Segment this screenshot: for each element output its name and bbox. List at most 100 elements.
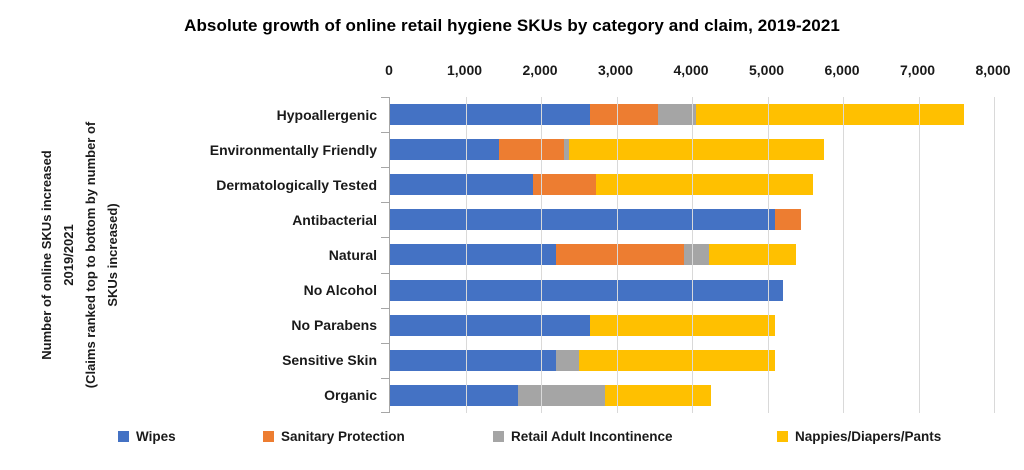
category-label-antibacterial: Antibacterial	[292, 211, 377, 228]
y-axis-tick-mark	[381, 132, 389, 134]
bar-segment-nappies-diapers-pants	[569, 139, 825, 161]
bar-segment-wipes	[390, 174, 534, 196]
x-axis-tick-label: 7,000	[899, 62, 936, 78]
bar-segment-wipes	[390, 349, 557, 371]
x-axis-tick-label: 4,000	[673, 62, 709, 78]
y-axis-tick-mark	[381, 307, 389, 309]
legend-item-sanitary-protection: Sanitary Protection	[263, 429, 405, 444]
legend-item-retail-adult-incontinence: Retail Adult Incontinence	[493, 429, 673, 444]
category-label-natural: Natural	[328, 246, 377, 263]
bar-segment-wipes	[390, 209, 776, 231]
x-axis-tick-label: 1,000	[446, 62, 483, 78]
legend-label: Sanitary Protection	[281, 429, 405, 444]
y-axis-tick-mark	[381, 377, 389, 379]
bar-segment-nappies-diapers-pants	[595, 174, 813, 196]
x-axis: 0 1,000 2,000 3,000 4,000 5,000 6,000 7,000 8,00…	[385, 62, 1010, 80]
stacked-bar-dermatologically-tested	[390, 174, 994, 196]
y-axis-tick-marks	[381, 97, 389, 413]
bar-segment-nappies-diapers-pants	[605, 384, 711, 406]
chart-title: Absolute growth of online retail hygiene…	[184, 16, 840, 35]
gridline	[541, 97, 542, 413]
legend-marker-icon	[493, 431, 504, 442]
stacked-bar-no-alcohol	[390, 279, 994, 301]
bar-segment-wipes	[390, 279, 783, 301]
bar-row-no-parabens	[390, 308, 994, 343]
y-axis-tick-mark	[381, 202, 389, 204]
bar-segment-wipes	[390, 139, 500, 161]
x-axis-tick-label: 6,000	[824, 62, 860, 78]
bar-segment-sanitary-protection	[499, 139, 564, 161]
legend-marker-icon	[777, 431, 788, 442]
bar-segment-sanitary-protection	[775, 209, 802, 231]
category-label-no-parabens: No Parabens	[291, 317, 377, 334]
bar-segment-nappies-diapers-pants	[695, 104, 964, 126]
stacked-bar-natural	[390, 244, 994, 266]
bar-segment-retail-adult-incontinence	[556, 349, 579, 371]
y-axis-tick-mark	[381, 97, 389, 98]
x-axis-tick-label: 2,000	[522, 62, 558, 78]
y-axis-tick-mark	[381, 412, 389, 413]
y-axis-tick-mark	[381, 342, 389, 344]
bar-segment-retail-adult-incontinence	[518, 384, 606, 406]
bar-segment-wipes	[390, 384, 519, 406]
gridline	[918, 97, 920, 413]
legend-label: Wipes	[136, 429, 176, 444]
stacked-bar-hypoallergenic	[390, 104, 994, 126]
stacked-bar-antibacterial	[390, 209, 994, 231]
legend: Wipes Sanitary Protection Retail Adult Inc…	[0, 429, 1024, 449]
bar-segment-wipes	[390, 104, 591, 126]
category-label-environmentally-friendly: Environmentally Friendly	[209, 141, 377, 158]
legend-label: Nappies/Diapers/Pants	[795, 429, 942, 444]
gridline	[994, 97, 995, 413]
bar-row-natural	[390, 237, 994, 272]
y-axis-tick-mark	[381, 167, 389, 169]
x-axis-tick-label: 5,000	[748, 62, 785, 78]
legend-marker-icon	[118, 431, 129, 442]
category-label-dermatologically-tested: Dermatologically Tested	[216, 176, 377, 193]
y-axis-tick-mark	[381, 237, 389, 239]
gridline	[767, 97, 769, 413]
bar-segment-wipes	[390, 314, 591, 336]
x-axis-tick-label: 0	[385, 62, 393, 78]
bar-rows	[390, 97, 994, 413]
legend-marker-icon	[263, 431, 274, 442]
legend-item-wipes: Wipes	[118, 429, 176, 444]
x-axis-tick-label: 3,000	[597, 62, 634, 78]
bar-row-sensitive-skin	[390, 343, 994, 378]
bar-segment-sanitary-protection	[556, 244, 685, 266]
bar-segment-sanitary-protection	[590, 104, 658, 126]
stacked-bar-no-parabens	[390, 314, 994, 336]
gridline	[616, 97, 618, 413]
gridline	[465, 97, 467, 413]
category-label-sensitive-skin: Sensitive Skin	[282, 352, 377, 369]
category-label-no-alcohol: No Alcohol	[303, 282, 377, 299]
bar-row-organic	[390, 378, 994, 413]
bar-segment-nappies-diapers-pants	[708, 244, 796, 266]
bar-segment-retail-adult-incontinence	[563, 139, 570, 161]
stacked-bar-sensitive-skin	[390, 349, 994, 371]
bar-segment-wipes	[390, 244, 557, 266]
x-axis-tick-label: 8,000	[975, 62, 1011, 78]
gridline	[843, 97, 844, 413]
bar-row-environmentally-friendly	[390, 132, 994, 167]
bar-segment-sanitary-protection	[533, 174, 596, 196]
gridline	[692, 97, 693, 413]
stacked-bar-environmentally-friendly	[390, 139, 994, 161]
bar-segment-nappies-diapers-pants	[578, 349, 776, 371]
stacked-bar-organic	[390, 384, 994, 406]
plot-area	[389, 97, 995, 413]
category-label-organic: Organic	[324, 387, 377, 404]
bar-row-no-alcohol	[390, 273, 994, 308]
bar-segment-retail-adult-incontinence	[684, 244, 709, 266]
y-axis-tick-mark	[381, 272, 389, 274]
legend-label: Retail Adult Incontinence	[511, 429, 673, 444]
y-axis-categories: Hypoallergenic Environmentally Friendly De…	[0, 97, 377, 413]
legend-item-nappies-diapers-pants: Nappies/Diapers/Pants	[777, 429, 941, 444]
bar-segment-retail-adult-incontinence	[658, 104, 696, 126]
bar-row-dermatologically-tested	[390, 167, 994, 202]
bar-row-antibacterial	[390, 202, 994, 237]
bar-row-hypoallergenic	[390, 97, 994, 132]
bar-segment-nappies-diapers-pants	[590, 314, 776, 336]
category-label-hypoallergenic: Hypoallergenic	[276, 106, 377, 123]
